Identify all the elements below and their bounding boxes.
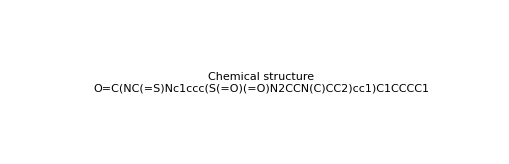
Text: Chemical structure
O=C(NC(=S)Nc1ccc(S(=O)(=O)N2CCN(C)CC2)cc1)C1CCCC1: Chemical structure O=C(NC(=S)Nc1ccc(S(=O… — [93, 72, 429, 94]
